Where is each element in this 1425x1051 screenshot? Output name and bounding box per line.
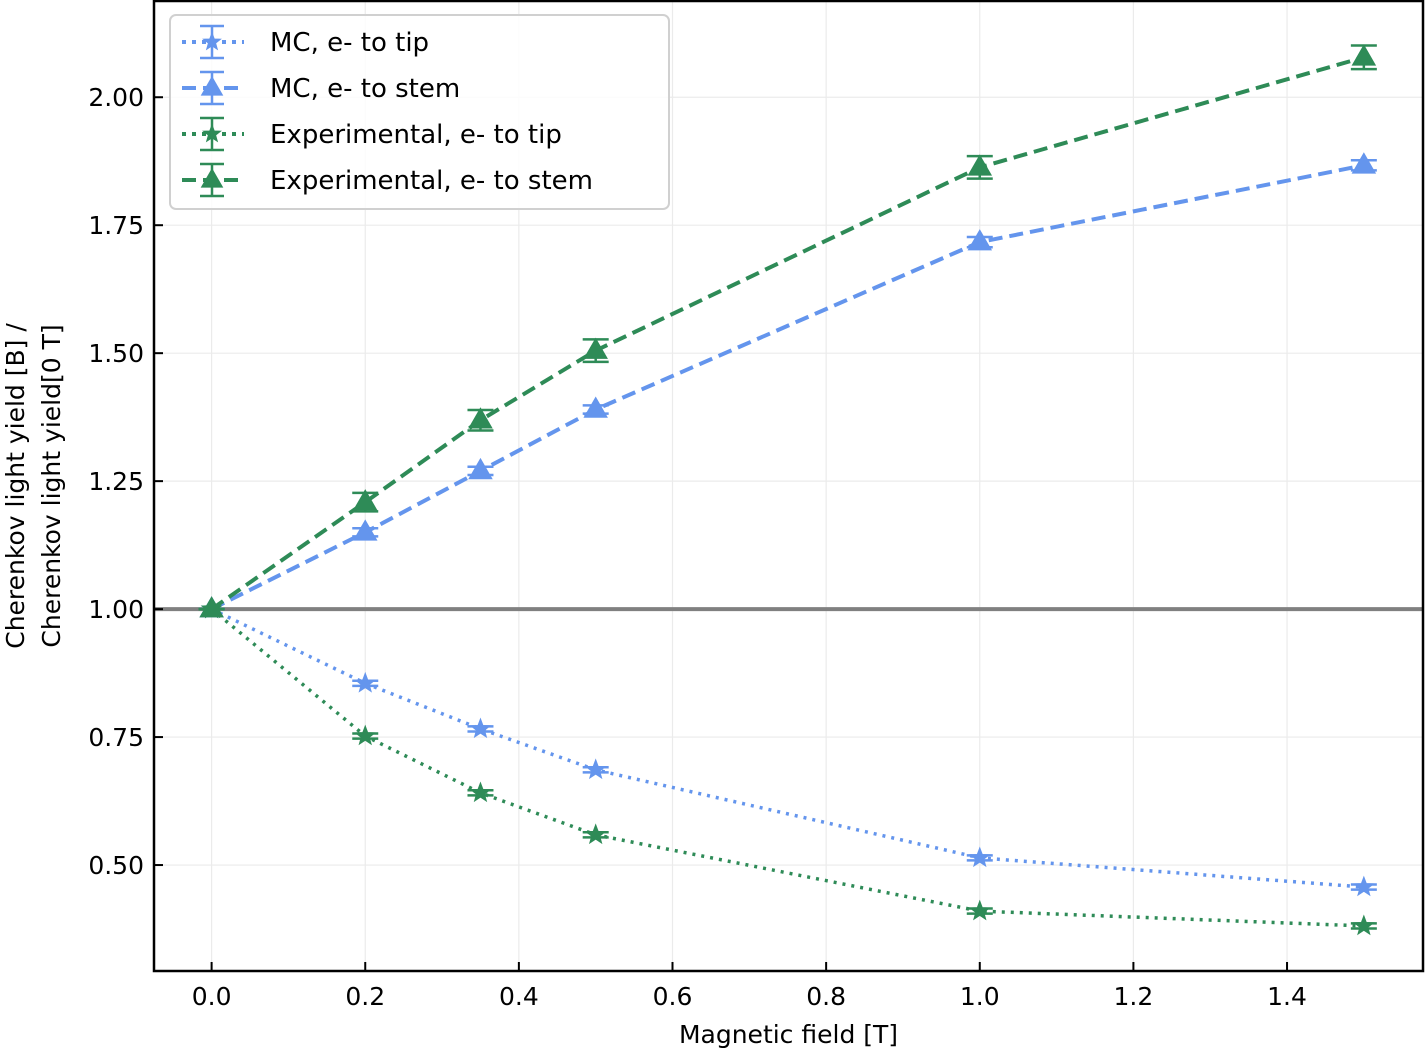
y-axis-label-line2: Cherenkov light yield[0 T] [37,324,66,647]
y-tick-label: 1.00 [88,595,144,624]
star-marker [584,823,607,845]
triangle-marker [200,167,224,188]
series-experimental-e-to-stem [198,44,1377,618]
triangle-marker [468,457,493,480]
star-marker [354,671,377,693]
legend-label: Experimental, e- to tip [270,120,562,150]
series-line [210,607,1364,928]
series-line [210,55,1365,611]
y-tick-label: 1.75 [88,211,144,240]
star-marker [968,899,991,921]
y-tick-label: 0.50 [88,851,144,880]
triangle-marker [352,519,378,541]
star-marker [968,846,991,868]
star-marker [469,717,492,739]
x-tick-label: 1.0 [960,982,1000,1011]
y-tick-label: 2.00 [88,83,144,112]
legend-item: Experimental, e- to tip [182,116,562,152]
legend-label: Experimental, e- to stem [270,166,593,196]
legend-label: MC, e- to tip [270,28,429,58]
series-mc-e-to-tip [198,597,1377,897]
legend: MC, e- to tip MC, e- to stem Experimental,… [169,14,670,210]
star-marker [202,31,222,51]
x-tick-label: 0.0 [192,982,232,1011]
triangle-marker [583,337,608,359]
triangle-marker [468,407,493,429]
triangle-marker [583,396,608,418]
triangle-marker [967,229,993,251]
axes-frame [152,0,1425,973]
star-marker [202,123,222,143]
y-axis-label-line1: Cherenkov light yield [B] / [1,323,30,649]
triangle-marker [1351,152,1377,174]
x-tick-label: 0.6 [653,982,693,1011]
y-tick-label: 1.50 [88,339,144,368]
series-line [210,607,1364,889]
x-tick-label: 0.8 [806,982,846,1011]
series-line [210,163,1365,611]
star-marker [1352,914,1375,936]
legend-box [169,14,670,210]
triangle-marker [199,596,224,618]
x-tick-label: 0.2 [345,982,385,1011]
series-mc-e-to-stem [198,152,1377,618]
x-tick-label: 0.4 [499,982,539,1011]
legend-item: MC, e- to tip [182,24,429,60]
x-tick-label: 1.4 [1267,982,1307,1011]
x-axis-label: Magnetic field [T] [679,1020,898,1049]
legend-label: MC, e- to stem [270,74,460,104]
star-marker [1352,875,1375,897]
triangle-marker [352,489,378,511]
tick-layer: 0.0 0.2 0.4 0.6 0.8 1.0 1.2 1.4 0.50 0.75 1.00 1.25… [88,83,1307,1011]
star-marker [584,758,607,780]
star-marker [354,724,377,746]
triangle-marker [967,154,993,176]
y-tick-label: 0.75 [88,723,144,752]
star-marker [469,781,492,803]
triangle-marker [1351,44,1377,66]
y-tick-label: 1.25 [88,467,144,496]
legend-item: MC, e- to stem [182,70,460,106]
series-experimental-e-to-tip [198,597,1377,936]
triangle-marker [200,75,224,96]
legend-item: Experimental, e- to stem [182,162,593,198]
series-layer [198,44,1377,936]
x-tick-label: 1.2 [1114,982,1154,1011]
